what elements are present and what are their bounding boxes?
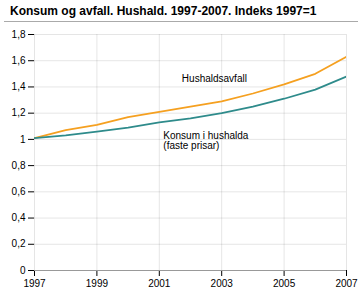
svg-text:1999: 1999 — [86, 278, 109, 289]
svg-text:1,8: 1,8 — [12, 29, 26, 40]
svg-text:0,8: 0,8 — [12, 160, 26, 171]
svg-text:2003: 2003 — [211, 278, 234, 289]
svg-text:2007: 2007 — [335, 278, 358, 289]
svg-text:Konsum i hushalda(faste prisar: Konsum i hushalda(faste prisar) — [163, 131, 248, 152]
svg-text:1997: 1997 — [23, 278, 46, 289]
svg-text:2001: 2001 — [148, 278, 171, 289]
svg-text:0,6: 0,6 — [12, 186, 26, 197]
svg-text:1,6: 1,6 — [12, 55, 26, 66]
svg-text:1,2: 1,2 — [12, 108, 26, 119]
svg-text:0,4: 0,4 — [12, 213, 26, 224]
svg-text:0,2: 0,2 — [12, 239, 26, 250]
svg-text:0: 0 — [20, 265, 26, 276]
svg-text:2005: 2005 — [273, 278, 296, 289]
svg-text:Hushaldsavfall: Hushaldsavfall — [182, 73, 247, 84]
svg-text:1,4: 1,4 — [12, 82, 26, 93]
svg-text:1: 1 — [20, 134, 26, 145]
html-text:Konsum og avfall. Hushald. 199: Konsum og avfall. Hushald. 1997-2007. In… — [10, 4, 317, 18]
